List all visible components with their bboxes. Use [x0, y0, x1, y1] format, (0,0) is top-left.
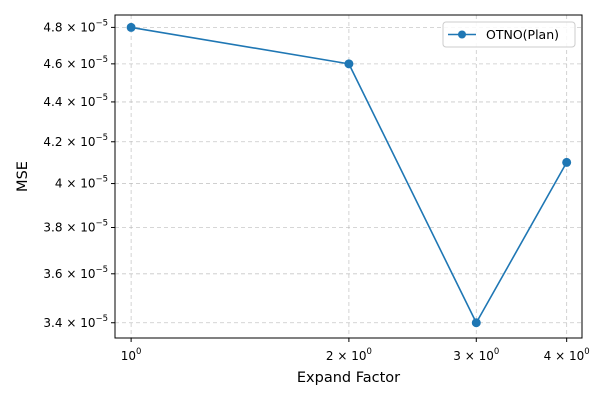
x-axis-label: Expand Factor	[297, 370, 400, 386]
series-layer	[126, 22, 572, 328]
legend: OTNO(Plan)	[442, 21, 576, 48]
y-axis-ticks: 3.4 × 10−5 3.6 × 10−5 3.8 × 10−5 4 × 10−5 4.…	[43, 18, 115, 330]
legend-box	[442, 21, 576, 48]
legend-label: OTNO(Plan)	[486, 27, 559, 42]
x-axis-ticks: 100 2 × 100 3 × 100 4 × 100	[121, 338, 590, 363]
data-point	[126, 22, 136, 32]
x-tick-label: 2 × 100	[326, 347, 372, 363]
x-tick-label: 3 × 100	[453, 347, 499, 363]
series-line	[130, 26, 568, 324]
x-tick-label: 100	[121, 347, 142, 363]
y-tick-label: 4.8 × 10−5	[43, 18, 108, 34]
data-point	[562, 157, 572, 167]
y-tick-label: 3.4 × 10−5	[43, 314, 108, 330]
y-tick-label: 3.6 × 10−5	[43, 265, 108, 281]
y-tick-label: 4.6 × 10−5	[43, 55, 108, 71]
y-tick-label: 3.8 × 10−5	[43, 218, 108, 234]
grid-lines	[115, 15, 582, 338]
y-axis-label: MSE	[15, 161, 31, 192]
y-tick-label: 4.4 × 10−5	[43, 93, 108, 109]
data-point	[471, 318, 481, 328]
y-tick-label: 4 × 10−5	[55, 175, 108, 191]
y-tick-label: 4.2 × 10−5	[43, 133, 108, 149]
data-point	[344, 59, 354, 69]
legend-marker-sample	[458, 30, 466, 39]
x-tick-label: 4 × 100	[544, 347, 590, 363]
